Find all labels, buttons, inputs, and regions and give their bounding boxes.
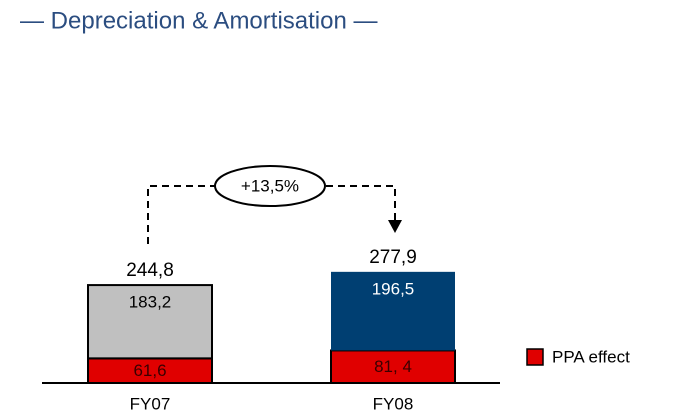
value-label: 183,2 bbox=[129, 293, 172, 312]
growth-label: +13,5% bbox=[241, 176, 299, 195]
value-label: 81, 4 bbox=[374, 357, 412, 376]
legend-swatch bbox=[526, 348, 544, 366]
growth-bubble bbox=[214, 165, 326, 207]
total-label: 277,9 bbox=[369, 247, 417, 268]
chart-title: — Depreciation & Amortisation — bbox=[20, 7, 377, 34]
x-tick-label: FY07 bbox=[130, 394, 171, 413]
connector bbox=[147, 185, 396, 244]
arrow-head bbox=[388, 220, 402, 233]
legend-label: PPA effect bbox=[552, 347, 630, 366]
bar-segment bbox=[87, 284, 213, 360]
bar-segment bbox=[331, 271, 455, 351]
value-label: 61,6 bbox=[133, 361, 166, 380]
value-label: 196,5 bbox=[372, 279, 415, 298]
bar-segment bbox=[87, 357, 213, 384]
total-label: 244,8 bbox=[126, 260, 174, 281]
bar-segment bbox=[330, 349, 456, 385]
x-tick-label: FY08 bbox=[373, 394, 414, 413]
